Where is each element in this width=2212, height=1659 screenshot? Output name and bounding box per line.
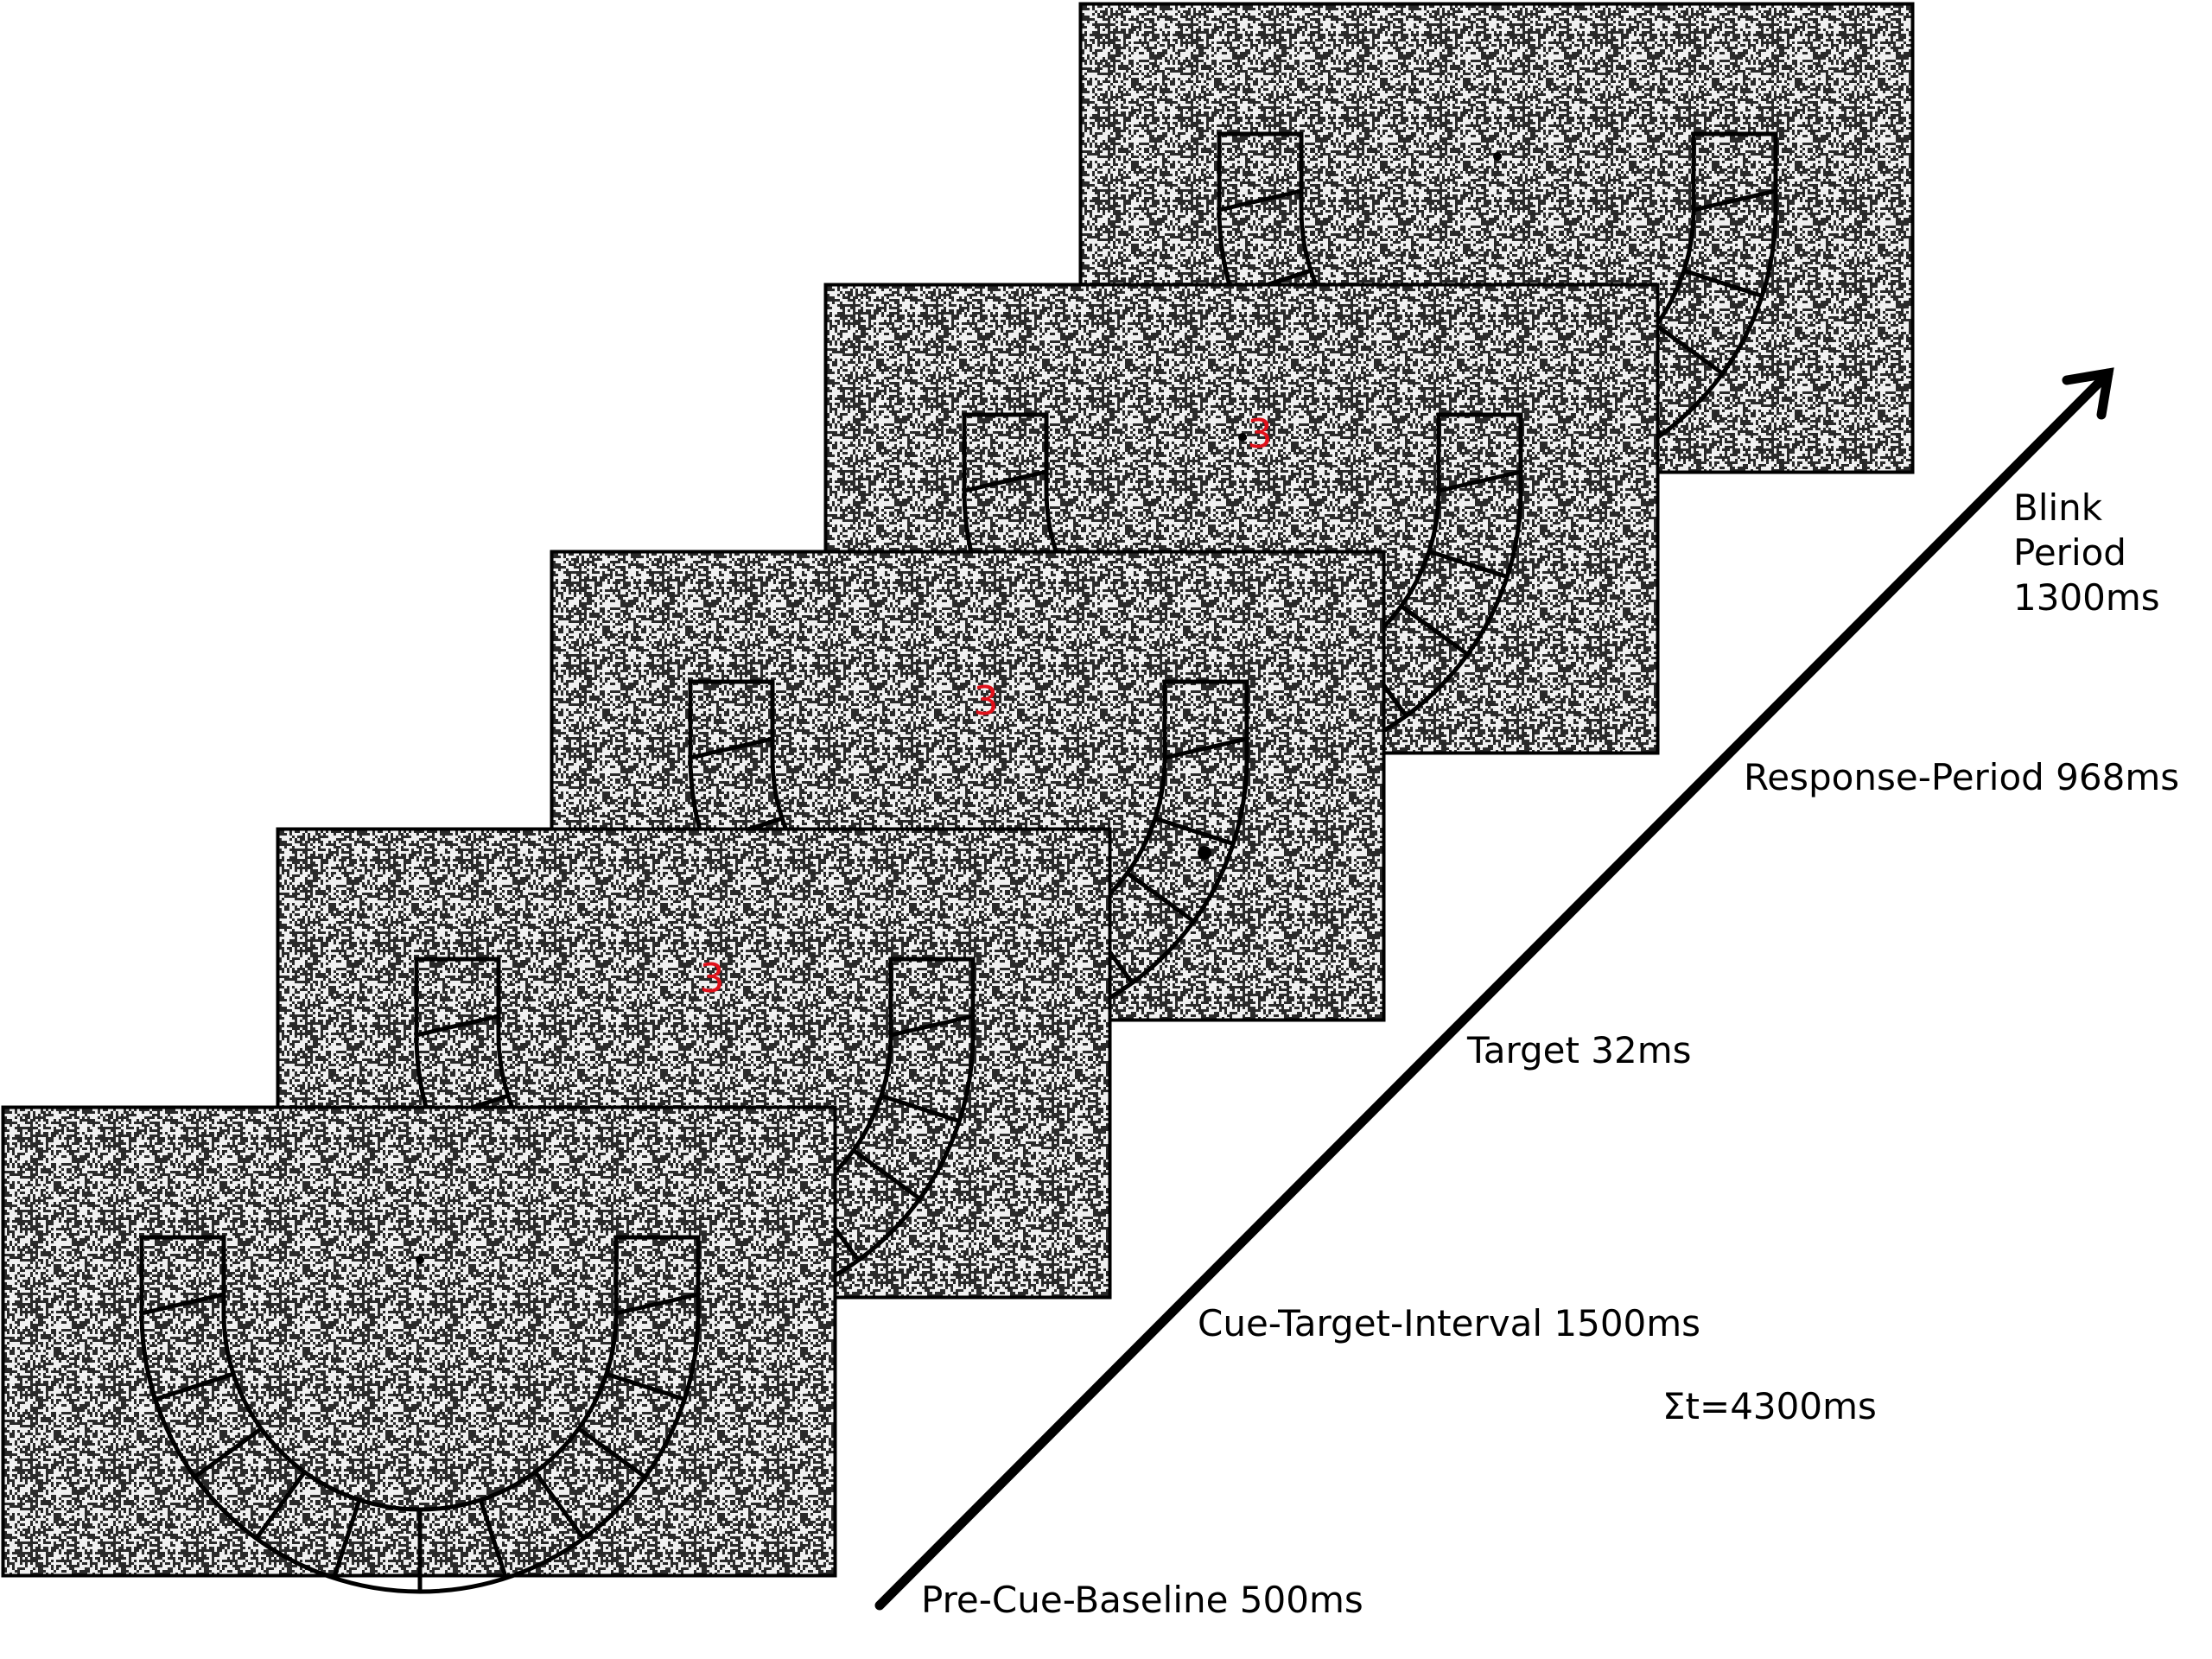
arm-separator [1438,469,1522,493]
cue-digit: 3 [699,955,724,1001]
frame-border [1,1105,837,1578]
arc-separator [577,1427,646,1479]
time-arrow [874,367,2114,1611]
arm-separator [963,469,1047,493]
noise-mask [2,1106,836,1577]
arc-separator [254,1471,307,1540]
arm-separator [890,1014,974,1038]
arm-separator [1693,188,1777,213]
arrowhead-icon [2062,367,2114,420]
label-blink-period-line1: Blink [2013,486,2103,529]
arc-separator [852,1148,921,1201]
arc-separator [880,1093,961,1123]
frame-pre-cue-baseline [1,1105,837,1594]
arc-separator [1126,871,1195,924]
stimulus-frames: 3 3 3 [1,2,1915,1594]
arm-separator [1164,736,1248,760]
arm-separator [141,1292,225,1316]
dot-icon [416,1255,424,1264]
dot-icon [1493,152,1502,161]
cue-digit: 3 [973,677,998,724]
label-blink-period-line2: Period [2013,531,2126,574]
arc-separator [606,1371,686,1402]
arc-separator [194,1427,263,1479]
arm-separator [615,1292,699,1316]
diagonal-arrow-icon [874,368,2113,1611]
arc-separator [1683,268,1764,298]
label-blink-period-line3: 1300ms [2013,576,2160,619]
label-pre-cue-baseline: Pre-Cue-Baseline 500ms [921,1579,1363,1621]
arm-separator [690,736,773,760]
label-total-time: Σt=4300ms [1662,1385,1877,1427]
label-target: Target 32ms [1466,1029,1692,1071]
arc-separator [154,1371,234,1402]
label-response-period: Response-Period 968ms [1744,756,2179,798]
arc-separator [1400,604,1469,657]
dot-icon [1198,846,1211,860]
arc-separator [533,1471,586,1540]
arc-separator [1428,549,1509,579]
placeholder-arc [139,1235,701,1594]
dot-icon [1238,433,1247,442]
label-cue-target-interval: Cue-Target-Interval 1500ms [1198,1302,1700,1344]
arc-separator [1655,323,1724,376]
arm-separator [1218,188,1302,213]
cue-digit: 3 [1247,410,1272,457]
arc-separator [478,1499,508,1580]
arc-separator [332,1499,362,1580]
arc-separator [1154,816,1235,846]
arm-separator [416,1014,499,1038]
